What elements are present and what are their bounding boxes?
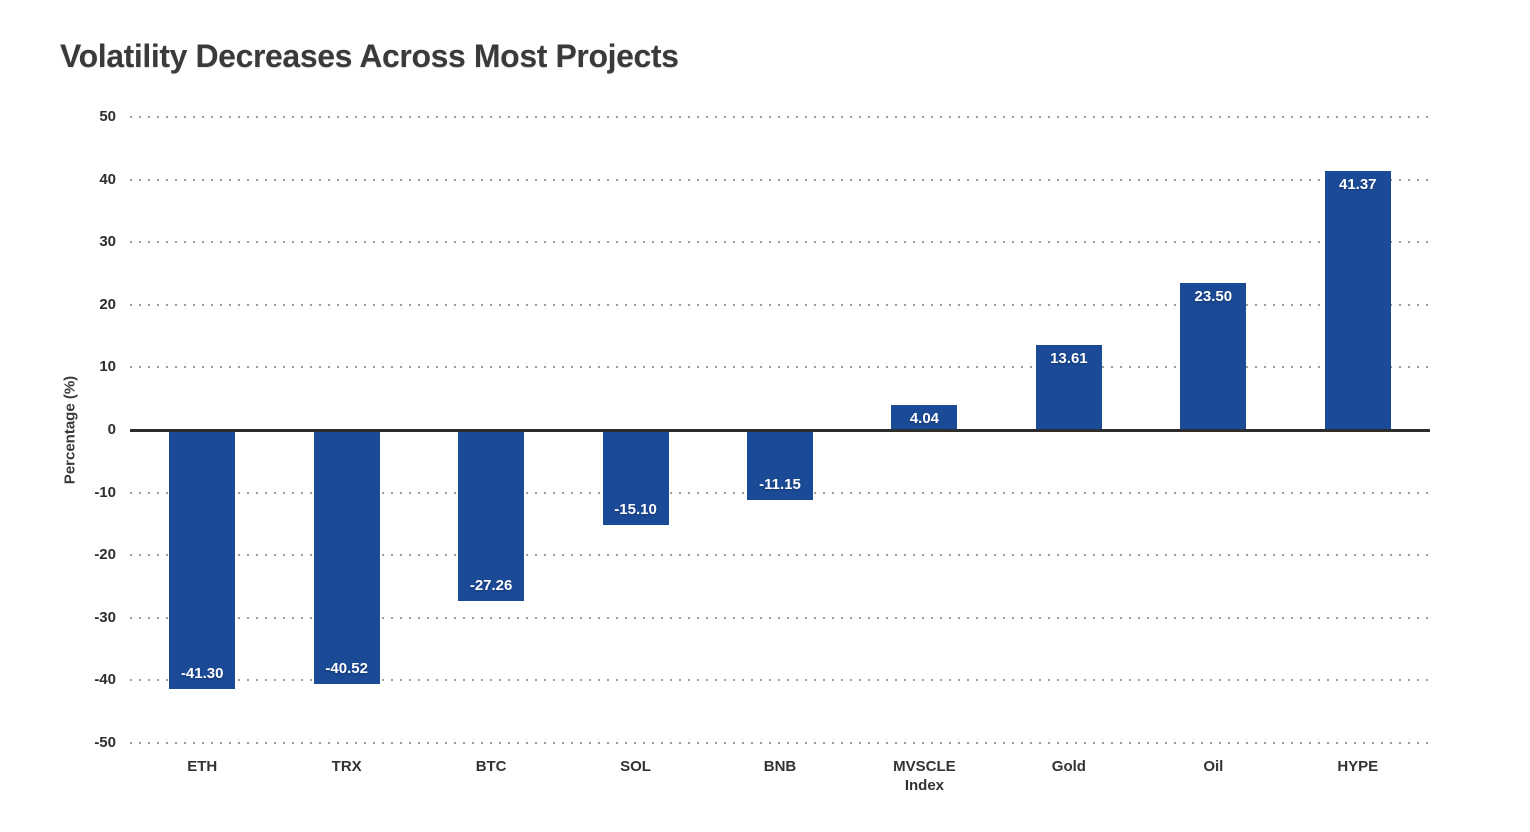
x-category-label-gold: Gold (1051, 758, 1086, 775)
bar-value-label: 41.37 (1338, 176, 1377, 194)
bar-value-label: 13.61 (1050, 349, 1088, 367)
y-tick-label: 20 (99, 295, 116, 313)
gridline-y-20 (130, 303, 1430, 306)
bar-sol: -15.10 (602, 430, 669, 525)
bar-value-label: 23.50 (1194, 287, 1233, 305)
y-tick-label: 50 (99, 108, 116, 125)
bar-bnb: -11.15 (747, 430, 813, 500)
y-tick-label: 10 (99, 358, 116, 376)
y-tick-label: -30 (94, 608, 116, 626)
bar-value-label: 4.04 (909, 409, 940, 427)
gridline-y--40 (130, 679, 1430, 682)
gridline-y-30 (130, 241, 1430, 244)
chart-title: Volatility Decreases Across Most Project… (60, 38, 679, 74)
x-category-label-sol: SOL (620, 758, 651, 775)
bar-btc: -27.26 (458, 430, 525, 601)
y-tick-label: -50 (94, 734, 116, 751)
x-category-label-trx: TRX (331, 758, 362, 775)
bar-value-label: -27.26 (469, 576, 513, 594)
y-tick-label: -10 (94, 483, 116, 501)
bar-trx: -40.52 (313, 430, 380, 684)
x-category-label-eth: ETH (187, 758, 218, 775)
bar-value-label: -40.52 (325, 659, 368, 677)
gridline-y-10 (130, 366, 1430, 369)
x-category-label-bnb: BNB (763, 758, 797, 775)
y-tick-label: -40 (94, 671, 116, 689)
bar-eth: -41.30 (169, 430, 236, 689)
bar-oil: 23.50 (1180, 282, 1247, 430)
y-tick-label: 30 (99, 233, 116, 251)
plot-area: -41.30 -40.52 -27.26 -15.10 -11.15 4.04 13.61 2… (130, 116, 1430, 744)
x-category-label-mvscle-index: MVSCLE Index (893, 758, 956, 794)
bar-gold: 13.61 (1035, 344, 1102, 430)
x-category-label-oil: Oil (1203, 758, 1224, 775)
y-tick-label: 0 (107, 421, 116, 438)
bar-value-label: -41.30 (180, 664, 224, 682)
bar-value-label: -15.10 (614, 500, 657, 518)
gridline-y--50 (130, 742, 1430, 744)
bar-mvscle-index: 4.04 (891, 404, 958, 430)
zero-axis-line (130, 428, 1430, 432)
gridline-y-50 (130, 116, 1430, 118)
y-tick-label: -20 (94, 546, 116, 564)
gridline-y-40 (130, 178, 1430, 181)
gridline-y--30 (130, 616, 1430, 619)
x-category-label-btc: BTC (475, 758, 507, 775)
x-category-label-hype: HYPE (1337, 758, 1379, 775)
y-tick-label: 40 (99, 170, 116, 188)
bar-value-label: -11.15 (759, 475, 801, 493)
gridline-y--20 (130, 554, 1430, 557)
bar-hype: 41.37 (1324, 171, 1391, 430)
